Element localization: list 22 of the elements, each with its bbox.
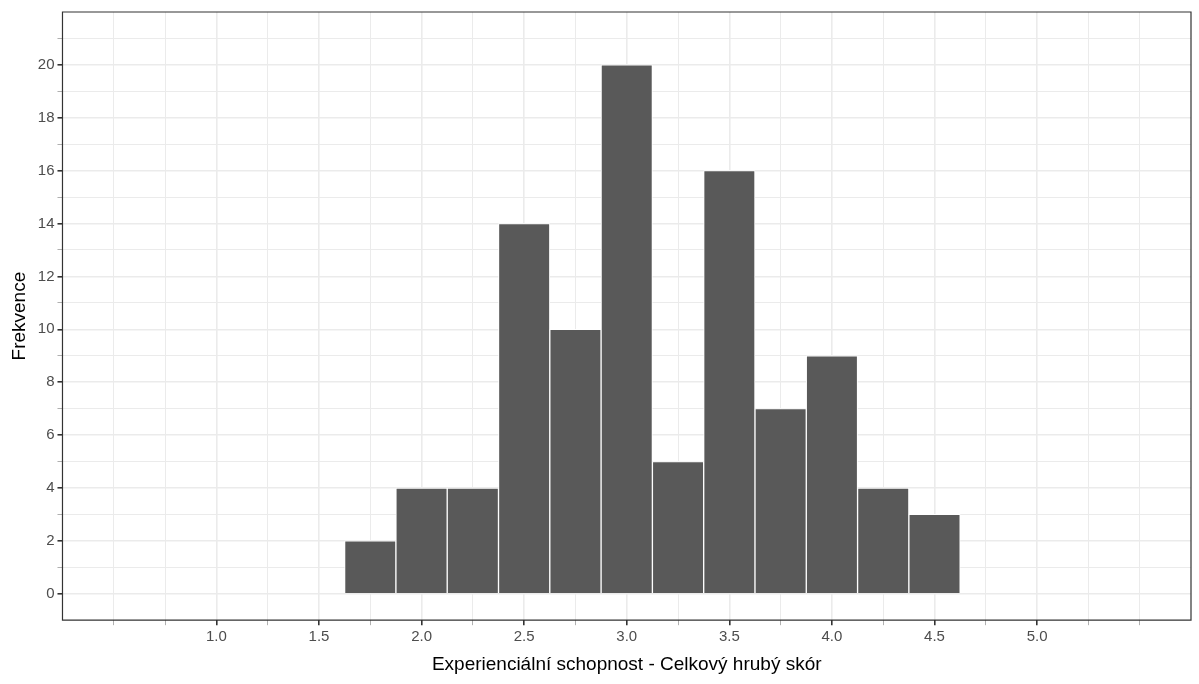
x-axis-title: Experienciální schopnost - Celkový hrubý skór bbox=[431, 652, 823, 674]
y-tick-label: 6 bbox=[46, 425, 55, 443]
y-tick-label: 8 bbox=[46, 372, 55, 390]
x-tick-label: 2.5 bbox=[513, 627, 535, 645]
x-tick-label: 2.0 bbox=[411, 627, 432, 645]
y-tick-label: 14 bbox=[37, 213, 55, 231]
x-tick-label: 5.0 bbox=[1026, 627, 1048, 645]
y-tick-label: 4 bbox=[46, 478, 55, 496]
x-tick-label: 4.5 bbox=[924, 627, 945, 645]
y-tick-label: 20 bbox=[37, 55, 55, 73]
x-tick-label: 1.0 bbox=[205, 627, 227, 645]
y-tick-label: 16 bbox=[37, 160, 55, 178]
y-tick-label: 12 bbox=[37, 266, 55, 284]
y-tick-label: 10 bbox=[37, 319, 55, 337]
x-tick-label: 3.5 bbox=[718, 627, 740, 645]
y-tick-label: 2 bbox=[46, 531, 55, 549]
x-tick-label: 4.0 bbox=[821, 627, 843, 645]
y-tick-label: 18 bbox=[37, 107, 55, 125]
y-axis-title: Frekvence bbox=[7, 271, 29, 361]
y-tick-label: 0 bbox=[46, 583, 55, 601]
x-tick-label: 3.0 bbox=[616, 627, 638, 645]
x-tick-label: 1.5 bbox=[308, 627, 330, 645]
